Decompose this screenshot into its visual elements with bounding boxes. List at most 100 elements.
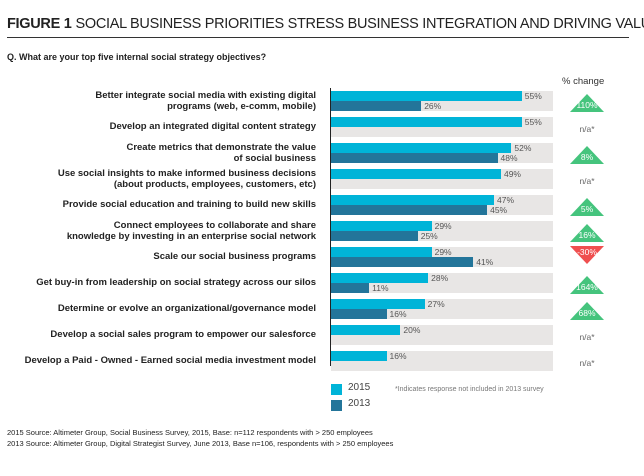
category-label-line: knowledge by investing in an enterprise … — [66, 231, 316, 242]
title-text: SOCIAL BUSINESS PRIORITIES STRESS BUSINE… — [75, 16, 644, 32]
category-label: Create metrics that demonstrate the valu… — [126, 142, 316, 164]
change-header: % change — [562, 76, 605, 87]
source-2015: 2015 Source: Altimeter Group, Social Bus… — [7, 428, 373, 437]
change-up-triangle: 16% — [570, 224, 604, 242]
category-label: Develop an integrated digital content st… — [110, 121, 316, 132]
value-label-2015: 49% — [503, 169, 521, 179]
bar-2015 — [331, 273, 429, 283]
change-value: 110% — [576, 100, 598, 110]
category-label-line: Better integrate social media with exist… — [95, 90, 316, 101]
category-label: Provide social education and training to… — [63, 199, 316, 210]
category-label: Get buy-in from leadership on social str… — [36, 277, 316, 288]
bar-2015 — [331, 221, 432, 231]
bar-2015 — [331, 247, 432, 257]
category-label-line: Use social insights to make informed bus… — [57, 168, 316, 179]
category-label-line: Determine or evolve an organizational/go… — [57, 303, 316, 314]
bar-2013 — [331, 309, 387, 319]
category-label: Develop a Paid - Owned - Earned social m… — [25, 355, 316, 366]
bar-2015 — [331, 299, 425, 309]
category-label: Connect employees to collaborate and sha… — [67, 220, 316, 242]
bar-2015 — [331, 351, 387, 361]
value-label-2013: 48% — [500, 153, 518, 163]
source-2013: 2013 Source: Altimeter Group, Digital St… — [7, 439, 394, 448]
figure-title: FIGURE 1 SOCIAL BUSINESS PRIORITIES STRES… — [7, 16, 644, 32]
bar-2015 — [331, 169, 501, 179]
value-label-2013: 41% — [476, 257, 494, 267]
legend-label-2015: 2015 — [348, 382, 371, 393]
change-value: -30% — [577, 247, 597, 257]
change-na: n/a* — [579, 124, 595, 134]
figure-label: FIGURE 1 — [7, 16, 72, 32]
category-label: Determine or evolve an organizational/go… — [58, 303, 316, 314]
triangle-up-icon — [570, 224, 604, 242]
legend-swatch-2015 — [331, 384, 342, 395]
category-label-line: of social business — [233, 153, 316, 164]
category-label: Scale our social business programs — [153, 251, 316, 262]
bar-2015 — [331, 143, 512, 153]
value-label-2015: 55% — [524, 117, 542, 127]
footnote: *Indicates response not included in 2013… — [395, 386, 544, 393]
change-down-triangle: -30% — [570, 246, 604, 264]
value-label-2015: 47% — [497, 195, 515, 205]
value-label-2015: 28% — [431, 273, 449, 283]
category-label-line: Scale our social business programs — [153, 251, 316, 262]
question: Q. What are your top five internal socia… — [7, 52, 267, 62]
change-na: n/a* — [579, 176, 595, 186]
value-label-2015: 29% — [434, 247, 452, 257]
value-label-2015: 29% — [434, 221, 452, 231]
bar-2015 — [331, 117, 522, 127]
category-label-line: Provide social education and training to… — [62, 199, 316, 210]
value-label-2013: 25% — [420, 231, 438, 241]
bar-2015 — [331, 195, 495, 205]
value-label-2013: 16% — [389, 309, 407, 319]
value-label-2015: 55% — [524, 91, 542, 101]
change-value: 8% — [580, 152, 594, 162]
category-label-line: Connect employees to collaborate and sha… — [113, 220, 316, 231]
category-label-line: Develop an integrated digital content st… — [109, 121, 316, 132]
triangle-down-icon — [570, 246, 604, 264]
category-label: Better integrate social media with exist… — [95, 90, 316, 112]
bar-2013 — [331, 205, 488, 215]
legend-swatch-2013 — [331, 400, 342, 411]
change-value: 68% — [578, 308, 596, 318]
value-label-2015: 52% — [514, 143, 532, 153]
change-up-triangle: 8% — [570, 146, 604, 164]
triangle-up-icon — [570, 146, 604, 164]
change-up-triangle: 5% — [570, 198, 604, 216]
bar-2013 — [331, 101, 422, 111]
bar-2015 — [331, 325, 401, 335]
bar-background — [331, 351, 553, 371]
change-na: n/a* — [579, 332, 595, 342]
title-divider — [7, 37, 629, 38]
value-label-2015: 20% — [403, 325, 421, 335]
value-label-2013: 11% — [372, 283, 389, 293]
category-label-line: Develop a social sales program to empowe… — [50, 329, 316, 340]
bar-2013 — [331, 283, 370, 293]
bar-2015 — [331, 91, 522, 101]
triangle-up-icon — [570, 302, 604, 320]
value-label-2015: 16% — [389, 351, 407, 361]
change-value: 164% — [576, 282, 598, 292]
bar-2013 — [331, 231, 418, 241]
triangle-up-icon — [570, 94, 604, 112]
value-label-2013: 45% — [490, 205, 508, 215]
change-up-triangle: 110% — [570, 94, 604, 112]
bar-2013 — [331, 257, 474, 267]
category-label-line: Create metrics that demonstrate the valu… — [126, 142, 316, 153]
legend-label-2013: 2013 — [348, 398, 371, 409]
category-label-line: programs (web, e-comm, mobile) — [167, 101, 316, 112]
change-value: 5% — [580, 204, 594, 214]
value-label-2015: 27% — [427, 299, 445, 309]
category-label-line: (about products, employees, customers, e… — [113, 179, 316, 190]
change-na: n/a* — [579, 358, 595, 368]
change-up-triangle: 164% — [570, 276, 604, 294]
y-axis-line — [330, 88, 331, 366]
category-label-line: Develop a Paid - Owned - Earned social m… — [24, 355, 316, 366]
triangle-up-icon — [570, 276, 604, 294]
category-label: Develop a social sales program to empowe… — [50, 329, 316, 340]
category-label-line: Get buy-in from leadership on social str… — [36, 277, 316, 288]
change-up-triangle: 68% — [570, 302, 604, 320]
bar-2013 — [331, 153, 498, 163]
category-label: Use social insights to make informed bus… — [58, 168, 316, 190]
